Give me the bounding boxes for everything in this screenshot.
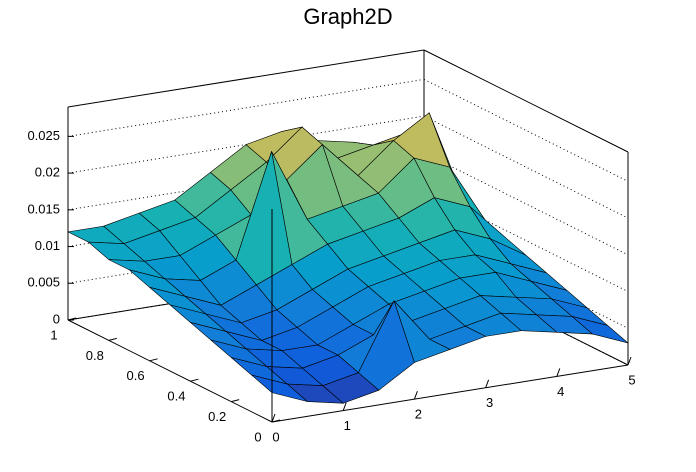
x-tick-label: 4 — [557, 384, 564, 399]
z-tick-label: 0.005 — [27, 275, 60, 290]
grid-line — [423, 78, 629, 182]
y-tick — [231, 399, 240, 403]
grid-line — [67, 78, 425, 137]
box-edge — [67, 49, 425, 108]
x-tick-label: 1 — [344, 418, 351, 433]
chart-title: Graph2D — [303, 4, 392, 29]
z-tick-label: 0 — [53, 311, 60, 326]
z-tick-label: 0.025 — [27, 128, 60, 143]
x-axis — [271, 364, 629, 423]
y-tick-label: 0.6 — [127, 368, 145, 383]
x-tick-label: 0 — [272, 429, 279, 444]
y-tick-label: 0.8 — [86, 348, 104, 363]
surface-cell — [251, 374, 308, 402]
box-edge — [423, 49, 629, 153]
x-tick — [627, 356, 632, 366]
x-tick — [271, 413, 276, 423]
y-tick-label: 0 — [254, 429, 261, 444]
y-tick-label: 0.4 — [167, 389, 185, 404]
y-tick-label: 1 — [50, 327, 57, 342]
x-tick-label: 3 — [486, 395, 493, 410]
x-tick — [556, 368, 561, 377]
x-tick-label: 2 — [415, 407, 422, 422]
y-tick — [108, 337, 117, 341]
y-tick — [190, 378, 199, 382]
x-tick-label: 5 — [628, 372, 635, 387]
x-tick — [342, 402, 347, 411]
y-tick — [271, 419, 281, 423]
y-axis — [67, 319, 273, 423]
x-tick — [413, 391, 418, 400]
y-tick-label: 0.2 — [208, 409, 226, 424]
x-tick — [485, 379, 490, 388]
z-tick-label: 0.01 — [35, 238, 60, 253]
y-tick — [67, 317, 77, 321]
z-tick-label: 0.02 — [35, 165, 60, 180]
y-tick — [149, 358, 158, 362]
z-tick-label: 0.015 — [27, 201, 60, 216]
